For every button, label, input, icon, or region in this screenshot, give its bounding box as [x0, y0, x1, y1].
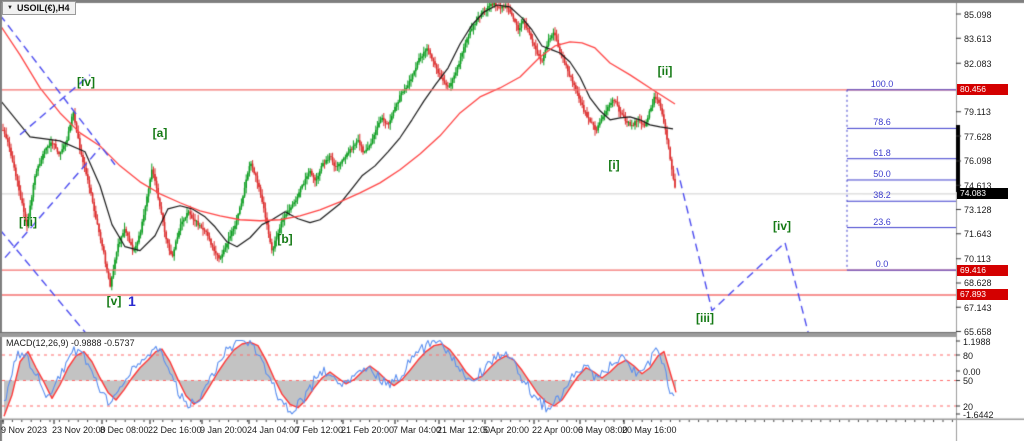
time-axis-label: 22 Dec 16:00 [148, 425, 202, 435]
wave-label: [i] [608, 158, 620, 173]
wave-label: [ii] [657, 64, 673, 79]
macd-axis-label: 20 [963, 401, 974, 412]
wave-label: [iii] [19, 215, 37, 230]
wave-count-label: 1 [128, 292, 136, 309]
time-axis-label: 7 Mar 04:00 [393, 425, 442, 435]
wave-label: [iv] [773, 219, 791, 234]
time-axis-label: 9 Nov 2023 [1, 425, 48, 435]
time-axis-label: 23 Nov 20:00 [52, 425, 106, 435]
price-axis-label: 73.128 [964, 204, 992, 215]
fib-level-label: 23.6 [873, 216, 891, 227]
time-axis-label: 7 Feb 12:00 [295, 425, 344, 435]
time-axis-label: 5 Apr 20:00 [483, 425, 530, 435]
macd-indicator-label: MACD(12,26,9) -0.9888 -0.5737 [6, 338, 135, 348]
price-axis-label: 70.113 [964, 254, 991, 265]
time-axis-label: 21 Feb 20:00 [341, 425, 395, 435]
price-axis-label: 71.643 [964, 229, 992, 240]
price-axis-label: 83.613 [964, 33, 992, 44]
wave-label: [v] [106, 293, 122, 308]
price-axis-label: 68.628 [964, 278, 992, 289]
fib-level-label: 61.8 [873, 147, 891, 158]
price-axis-label: 82.083 [964, 58, 992, 69]
wave-label: [b] [277, 232, 293, 247]
macd-axis-label: 1.1988 [963, 336, 991, 347]
current-price-box: 74.083 [957, 188, 1008, 200]
time-axis-label: 24 Jan 04:00 [247, 425, 300, 435]
fib-level-label: 100.0 [870, 78, 894, 89]
symbol-label: USOIL(€),H4 [16, 3, 70, 13]
fib-level-label: 38.2 [873, 190, 891, 201]
wave-label: [iv] [77, 74, 95, 89]
time-axis-label: 8 Dec 08:00 [100, 425, 149, 435]
price-axis-label: 76.098 [964, 156, 992, 167]
fib-level-label: 0.0 [875, 259, 889, 270]
macd-axis-label: 80 [963, 350, 974, 361]
price-line-box: 69.416 [957, 264, 1008, 276]
fib-level-label: 50.0 [873, 168, 891, 179]
time-axis-label: 21 Mar 12:00 [437, 425, 491, 435]
chevron-down-icon: ▼ [7, 5, 13, 11]
time-axis-label: 6 May 08:00 [578, 425, 628, 435]
macd-axis-label: 50 [963, 376, 974, 386]
fib-level-label: 78.6 [873, 117, 891, 128]
macd-axis-label: -1.6442 [963, 409, 994, 420]
price-line-box: 80.456 [957, 84, 1008, 96]
price-axis-label: 67.143 [964, 302, 992, 313]
price-axis-label: 79.113 [964, 107, 991, 118]
time-axis-label: 22 Apr 00:00 [532, 425, 584, 435]
price-axis-label: 85.098 [964, 9, 992, 20]
price-axis-label: 65.658 [964, 327, 992, 337]
macd-axis-label: 0.00 [963, 366, 981, 377]
time-axis-label: 9 Jan 20:00 [200, 425, 248, 435]
wave-label: [a] [152, 126, 168, 141]
wave-label: [iii] [696, 310, 714, 325]
price-axis-label: 74.613 [964, 180, 992, 191]
symbol-chip[interactable]: ▼ USOIL(€),H4 [2, 1, 77, 15]
price-axis-label: 77.628 [964, 131, 992, 142]
price-line-box: 67.893 [957, 289, 1008, 301]
time-axis-label: 20 May 16:00 [622, 425, 677, 435]
